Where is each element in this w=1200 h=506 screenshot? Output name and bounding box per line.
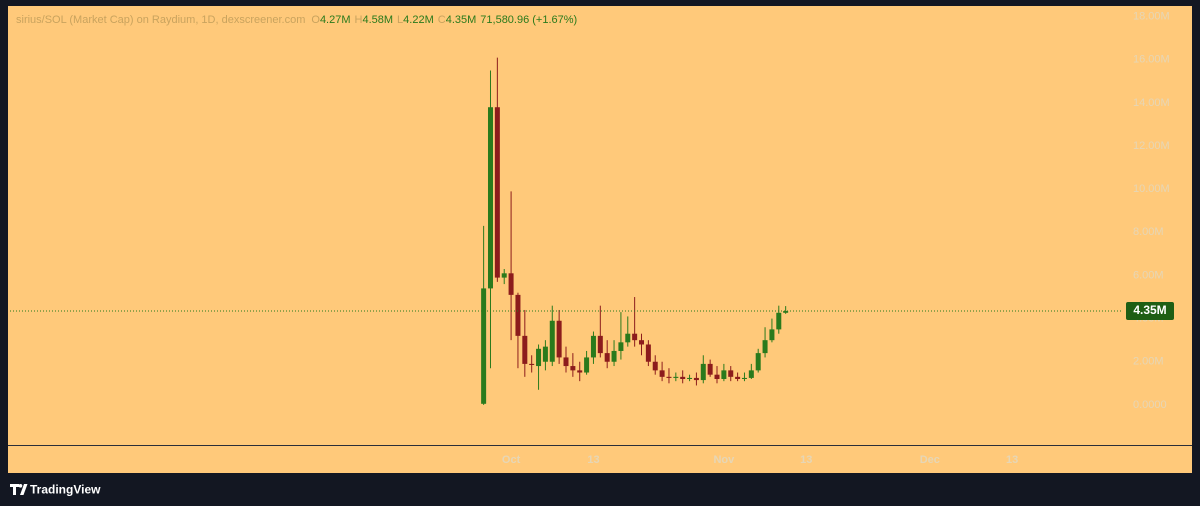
candle-body — [597, 335, 603, 354]
y-tick-label: 12.00M — [1133, 140, 1170, 152]
candle-body — [762, 340, 768, 354]
logo-dot — [18, 484, 23, 488]
y-tick-label: 16.00M — [1133, 54, 1170, 66]
candle-body — [735, 376, 741, 379]
y-tick-label: 6.00M — [1133, 269, 1164, 281]
candle-body — [741, 377, 747, 379]
legend-key: L — [397, 14, 403, 26]
candle-body — [700, 363, 706, 381]
candle-body — [728, 370, 734, 377]
candle-body — [536, 348, 542, 367]
candle-body — [577, 370, 583, 373]
candle-body — [755, 353, 761, 371]
candle-body — [529, 363, 535, 365]
legend-value: 4.35M — [446, 14, 477, 26]
y-tick-label: 14.00M — [1133, 97, 1170, 109]
candle-body — [481, 288, 487, 404]
candle-body — [659, 370, 665, 377]
candle-body — [570, 366, 576, 371]
candle-body — [618, 342, 624, 351]
candle-body — [542, 346, 548, 362]
candle-body — [666, 376, 672, 378]
last-price-label: 4.35M — [1133, 303, 1166, 317]
legend-key: O — [311, 14, 320, 26]
legend-title: sirius/SOL (Market Cap) on Raydium, 1D, … — [16, 14, 305, 26]
legend-key: H — [355, 14, 363, 26]
candle-body — [769, 329, 775, 341]
candle-body — [748, 370, 754, 378]
candle-body — [673, 376, 679, 378]
last-price-tag — [1126, 302, 1174, 321]
candle-body — [693, 377, 699, 381]
legend-value: 4.22M — [403, 14, 434, 26]
candle-body — [680, 376, 686, 379]
candle-body — [549, 320, 555, 362]
brand-logo — [10, 484, 28, 495]
candle-body — [604, 353, 610, 362]
candle-body — [494, 107, 500, 278]
candle-body — [652, 361, 658, 371]
x-tick-label: 13 — [800, 454, 812, 466]
candle-body — [501, 273, 507, 278]
candle-body — [590, 335, 596, 358]
candle-body — [487, 107, 493, 289]
legend-key: C — [438, 14, 446, 26]
candle-body — [625, 333, 631, 343]
candle-body — [714, 374, 720, 379]
candle-body — [639, 340, 645, 345]
candle-body — [611, 350, 617, 362]
candle-body — [645, 344, 651, 362]
candle-body — [508, 273, 514, 295]
candle-body — [515, 294, 521, 336]
logo-icon — [10, 484, 28, 495]
y-tick-label: 10.00M — [1133, 183, 1170, 195]
legend-value: 4.58M — [362, 14, 393, 26]
candle-body — [783, 311, 789, 313]
candle-body — [522, 335, 528, 364]
x-tick-label: Oct — [502, 454, 521, 466]
y-tick-label: 2.00M — [1133, 356, 1164, 368]
candle-body — [563, 357, 569, 367]
x-tick-label: 13 — [1006, 454, 1018, 466]
brand-name: TradingView — [30, 483, 101, 497]
y-tick-label: 18.00M — [1133, 11, 1170, 23]
candle-body — [556, 320, 562, 358]
candle-body — [632, 333, 638, 341]
candle-body — [687, 377, 693, 379]
legend: sirius/SOL (Market Cap) on Raydium, 1D, … — [16, 14, 577, 26]
candle-body — [776, 312, 782, 330]
chart-background — [8, 6, 1192, 473]
x-tick-label: 13 — [587, 454, 599, 466]
x-tick-label: Dec — [920, 454, 940, 466]
candle-body — [721, 370, 727, 379]
legend-change: 71,580.96 (+1.67%) — [480, 14, 577, 26]
y-tick-label: 0.0000 — [1133, 399, 1167, 411]
candle-body — [584, 357, 590, 373]
legend-value: 4.27M — [320, 14, 351, 26]
x-tick-label: Nov — [713, 454, 735, 466]
candle-body — [707, 363, 713, 375]
y-tick-label: 8.00M — [1133, 226, 1164, 238]
